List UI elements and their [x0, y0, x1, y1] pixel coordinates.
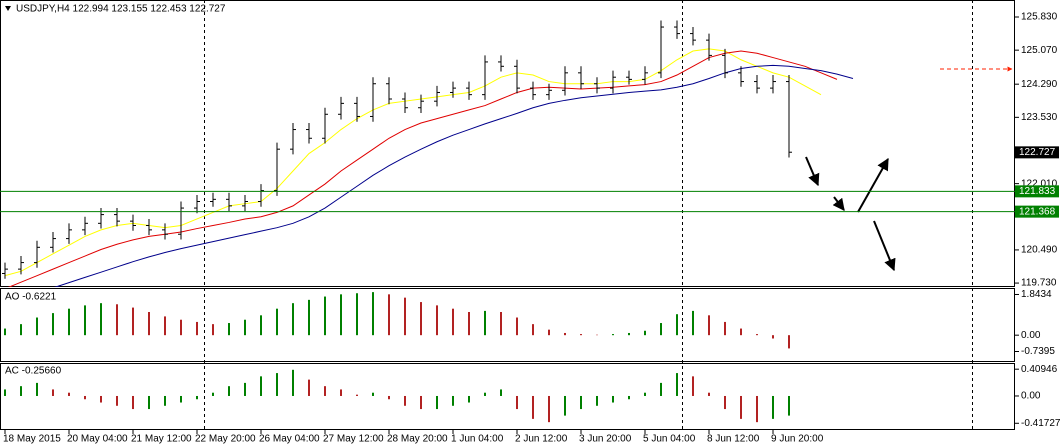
y-tick-label: 125.070 — [1021, 45, 1058, 56]
main-frame — [0, 0, 1015, 287]
y-tick-label: -0.7395 — [1021, 346, 1055, 357]
x-tick-label: 22 May 20:00 — [195, 434, 256, 445]
main-title: USDJPY,H4 122.994 123.155 122.453 122.72… — [16, 4, 226, 15]
x-tick-label: 1 Jun 04:00 — [451, 434, 504, 445]
x-tick-label: 27 May 12:00 — [323, 434, 384, 445]
x-tick-label: 2 Jun 12:00 — [515, 434, 568, 445]
x-tick-label: 8 Jun 12:00 — [707, 434, 760, 445]
y-tick-label: 0.00 — [1021, 330, 1041, 341]
level-label-box — [1015, 205, 1059, 218]
y-tick-label: 120.490 — [1021, 245, 1058, 256]
y-tick-label: 0.40946 — [1021, 364, 1058, 375]
x-tick-label: 9 Jun 20:00 — [771, 434, 824, 445]
y-tick-label: 0.00 — [1021, 391, 1041, 402]
level-label: 121.368 — [1019, 206, 1056, 217]
moving-average — [54, 64, 854, 287]
y-tick-label: 1.8434 — [1021, 289, 1052, 300]
level-label-box — [1015, 185, 1059, 198]
y-tick-label: -0.41727 — [1021, 418, 1060, 429]
y-tick-label: 124.290 — [1021, 79, 1058, 90]
last-price-box — [1015, 146, 1059, 159]
x-tick-label: 20 May 04:00 — [67, 434, 128, 445]
ac-frame — [0, 363, 1015, 430]
x-tick-label: 21 May 12:00 — [131, 434, 192, 445]
x-tick-label: 28 May 20:00 — [387, 434, 448, 445]
y-tick-label: 123.530 — [1021, 112, 1058, 123]
x-tick-label: 5 Jun 04:00 — [643, 434, 696, 445]
x-tick-label: 26 May 04:00 — [259, 434, 320, 445]
x-tick-label: 18 May 2015 — [3, 434, 61, 445]
last-price-label: 122.727 — [1019, 147, 1056, 158]
ao-frame — [0, 288, 1015, 362]
ac-title: AC -0.25660 — [5, 366, 62, 377]
symbol-triangle — [5, 6, 11, 11]
moving-average — [7, 50, 838, 287]
ao-title: AO -0.6221 — [5, 292, 57, 303]
moving-average — [4, 48, 822, 277]
x-tick-label: 3 Jun 20:00 — [579, 434, 632, 445]
price-bars — [2, 20, 854, 287]
period-separators — [204, 0, 973, 430]
drawn-arrows — [805, 156, 896, 272]
level-label: 121.833 — [1019, 186, 1056, 197]
y-tick-label: 119.730 — [1021, 278, 1057, 289]
y-tick-label: 125.830 — [1021, 12, 1058, 23]
y-tick-label: 122.010 — [1021, 178, 1058, 189]
